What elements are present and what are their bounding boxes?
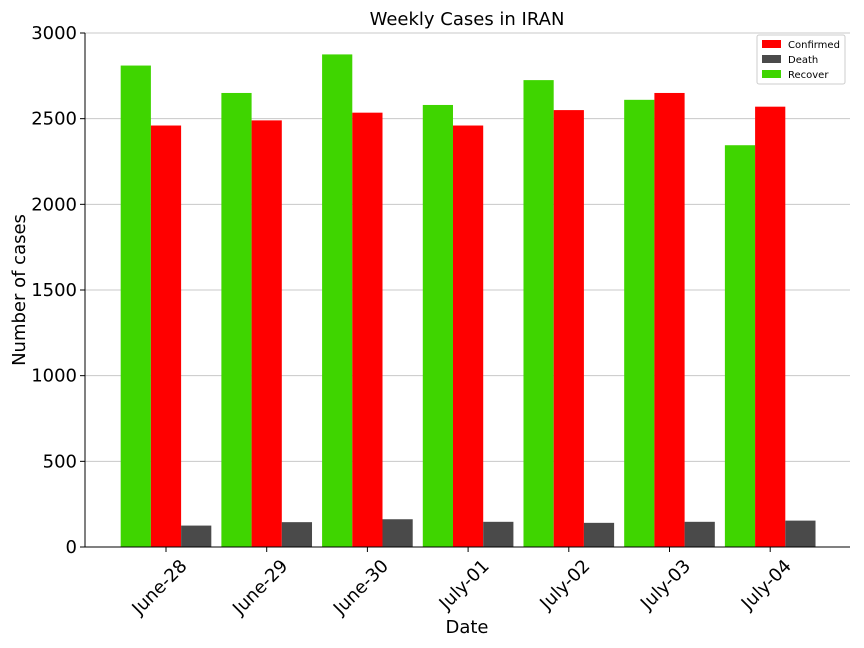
y-tick-label: 500 bbox=[43, 451, 77, 472]
x-tick-label: June-28 bbox=[127, 556, 191, 620]
bar-confirmed bbox=[150, 125, 182, 548]
bar-recover bbox=[120, 65, 151, 547]
x-tick-label: July-04 bbox=[737, 556, 796, 615]
bar-recover bbox=[422, 104, 453, 548]
legend-swatch-recover bbox=[762, 70, 781, 78]
bar-recover bbox=[724, 145, 756, 547]
x-tick-label: July-02 bbox=[535, 556, 594, 615]
y-tick-label: 2000 bbox=[31, 194, 77, 215]
x-tick-label: July-01 bbox=[435, 556, 494, 615]
bar-death bbox=[785, 520, 816, 547]
legend: Confirmed Death Recover bbox=[756, 34, 846, 85]
bar-confirmed bbox=[755, 106, 786, 547]
bar-confirmed bbox=[553, 110, 584, 547]
bar-confirmed bbox=[352, 112, 383, 548]
bar-death bbox=[583, 522, 615, 547]
x-tick-label: June-29 bbox=[228, 556, 292, 620]
bars bbox=[120, 54, 816, 548]
bar-death bbox=[281, 522, 313, 547]
y-tick-label: 1000 bbox=[31, 366, 77, 387]
y-tick-label: 1500 bbox=[31, 280, 77, 301]
x-tick-label: June-30 bbox=[329, 556, 393, 620]
y-tick-label: 2500 bbox=[31, 109, 77, 130]
legend-swatch-confirmed bbox=[762, 40, 781, 48]
chart-title: Weekly Cases in IRAN bbox=[370, 9, 565, 30]
bar-recover bbox=[221, 92, 252, 547]
legend-swatch-death bbox=[762, 55, 781, 63]
y-axis-label: Number of cases bbox=[9, 214, 30, 366]
x-axis-label: Date bbox=[445, 617, 488, 638]
x-tick-label: July-03 bbox=[636, 556, 695, 615]
y-tick-label: 0 bbox=[66, 537, 77, 558]
bar-recover bbox=[624, 99, 655, 547]
legend-label-death: Death bbox=[788, 55, 818, 66]
bar-death bbox=[382, 519, 413, 547]
bar-death bbox=[684, 521, 715, 547]
bar-recover bbox=[523, 80, 554, 547]
bar-confirmed bbox=[452, 125, 484, 548]
bar-death bbox=[181, 525, 212, 547]
bar-confirmed bbox=[654, 92, 685, 547]
bar-death bbox=[483, 521, 514, 547]
legend-label-recover: Recover bbox=[788, 70, 829, 81]
bar-recover bbox=[322, 54, 353, 548]
legend-label-confirmed: Confirmed bbox=[788, 40, 840, 51]
y-tick-label: 3000 bbox=[31, 23, 77, 44]
bar-confirmed bbox=[251, 120, 282, 547]
